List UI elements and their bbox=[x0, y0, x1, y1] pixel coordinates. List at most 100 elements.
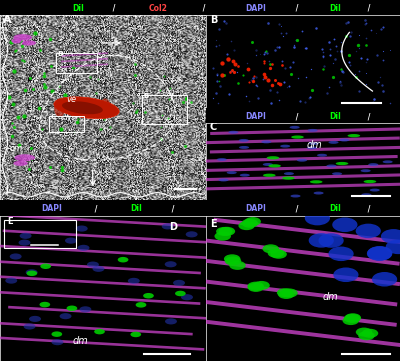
Point bbox=[297, 97, 304, 103]
Point bbox=[248, 77, 254, 83]
Point bbox=[274, 90, 280, 95]
Point bbox=[219, 61, 225, 66]
Ellipse shape bbox=[186, 231, 198, 238]
Text: DiI: DiI bbox=[329, 4, 341, 13]
Ellipse shape bbox=[13, 161, 28, 166]
Point bbox=[287, 64, 293, 70]
Ellipse shape bbox=[65, 238, 77, 244]
Point bbox=[107, 124, 113, 130]
Text: /: / bbox=[365, 4, 373, 13]
Point bbox=[340, 69, 346, 75]
Point bbox=[338, 82, 344, 88]
Point bbox=[254, 83, 261, 89]
Ellipse shape bbox=[94, 329, 105, 334]
Ellipse shape bbox=[5, 278, 17, 284]
Point bbox=[71, 130, 77, 135]
Text: /: / bbox=[365, 112, 373, 121]
Ellipse shape bbox=[143, 293, 154, 299]
Point bbox=[279, 33, 286, 39]
Ellipse shape bbox=[218, 179, 229, 182]
Point bbox=[66, 108, 73, 114]
Point bbox=[320, 54, 326, 60]
Point bbox=[292, 37, 299, 43]
Point bbox=[242, 93, 249, 99]
Point bbox=[13, 47, 20, 53]
Point bbox=[356, 69, 362, 74]
Point bbox=[299, 28, 306, 34]
Ellipse shape bbox=[367, 246, 392, 261]
Ellipse shape bbox=[270, 250, 287, 259]
Ellipse shape bbox=[54, 99, 66, 117]
Point bbox=[370, 100, 376, 105]
Ellipse shape bbox=[339, 139, 349, 142]
Ellipse shape bbox=[136, 302, 146, 308]
Ellipse shape bbox=[239, 146, 249, 149]
Point bbox=[74, 116, 81, 122]
Point bbox=[225, 56, 232, 62]
Point bbox=[69, 64, 76, 70]
Point bbox=[253, 47, 260, 53]
Text: /: / bbox=[293, 204, 301, 213]
Point bbox=[130, 100, 136, 105]
Point bbox=[320, 49, 326, 55]
Point bbox=[47, 36, 53, 42]
Ellipse shape bbox=[162, 223, 174, 230]
Point bbox=[19, 43, 25, 48]
Ellipse shape bbox=[305, 211, 330, 225]
Ellipse shape bbox=[219, 227, 235, 236]
Text: B: B bbox=[210, 14, 217, 25]
Point bbox=[303, 74, 309, 80]
Point bbox=[214, 78, 220, 84]
Point bbox=[11, 68, 18, 74]
Ellipse shape bbox=[344, 314, 360, 323]
Ellipse shape bbox=[386, 240, 400, 254]
Point bbox=[352, 74, 359, 80]
Point bbox=[229, 67, 235, 73]
Point bbox=[28, 145, 34, 151]
Point bbox=[234, 69, 241, 75]
Point bbox=[55, 83, 62, 89]
Ellipse shape bbox=[368, 163, 378, 166]
Point bbox=[358, 55, 364, 61]
Ellipse shape bbox=[267, 156, 279, 160]
Point bbox=[362, 21, 368, 27]
Ellipse shape bbox=[280, 145, 290, 148]
Point bbox=[246, 79, 252, 85]
Point bbox=[235, 63, 242, 69]
Point bbox=[276, 97, 282, 103]
Text: DAPI: DAPI bbox=[41, 204, 62, 213]
Point bbox=[41, 81, 48, 87]
Ellipse shape bbox=[62, 101, 103, 114]
Point bbox=[362, 59, 369, 65]
Point bbox=[290, 44, 297, 49]
Ellipse shape bbox=[348, 134, 360, 137]
Point bbox=[309, 87, 315, 93]
Ellipse shape bbox=[344, 313, 361, 322]
Point bbox=[338, 66, 344, 72]
Ellipse shape bbox=[240, 174, 250, 177]
Point bbox=[371, 96, 377, 102]
Point bbox=[58, 96, 64, 101]
Ellipse shape bbox=[29, 316, 41, 322]
Ellipse shape bbox=[225, 257, 241, 266]
Point bbox=[280, 79, 287, 85]
Point bbox=[268, 100, 274, 106]
Ellipse shape bbox=[263, 163, 273, 166]
Point bbox=[252, 83, 259, 88]
Ellipse shape bbox=[308, 129, 318, 132]
Point bbox=[356, 32, 362, 38]
Point bbox=[134, 107, 140, 113]
Point bbox=[342, 34, 349, 39]
Ellipse shape bbox=[78, 245, 90, 251]
Point bbox=[15, 143, 22, 148]
Point bbox=[59, 164, 66, 170]
Ellipse shape bbox=[262, 244, 279, 253]
Point bbox=[214, 71, 220, 77]
Point bbox=[333, 43, 340, 49]
Point bbox=[337, 79, 344, 85]
Point bbox=[279, 62, 286, 68]
Point bbox=[98, 127, 104, 132]
Point bbox=[321, 63, 328, 69]
Point bbox=[15, 114, 21, 120]
Ellipse shape bbox=[342, 316, 359, 325]
